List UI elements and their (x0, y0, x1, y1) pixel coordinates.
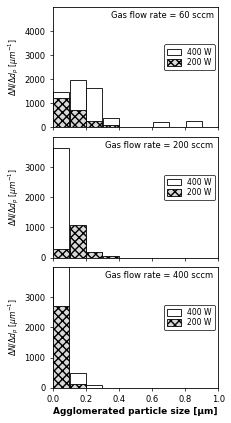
Bar (70, 110, 85, 127)
Legend: 400 W, 200 W: 400 W, 200 W (164, 44, 214, 70)
Legend: 400 W, 200 W: 400 W, 200 W (164, 175, 214, 200)
Bar (70, 80, 85, 127)
Text: Gas flow rate = 400 sccm: Gas flow rate = 400 sccm (105, 271, 213, 280)
Bar (53, 148, 69, 258)
Y-axis label: $\Delta N/\Delta d_p\ [\mu m^{-1}]$: $\Delta N/\Delta d_p\ [\mu m^{-1}]$ (7, 38, 21, 96)
Bar (102, 256, 119, 258)
Bar (53, 261, 69, 387)
Bar (102, 118, 119, 127)
Bar (86, 252, 102, 258)
Bar (70, 238, 85, 258)
Text: Gas flow rate = 200 sccm: Gas flow rate = 200 sccm (105, 141, 213, 150)
Bar (86, 88, 102, 127)
Y-axis label: $\Delta N/\Delta d_p\ [\mu m^{-1}]$: $\Delta N/\Delta d_p\ [\mu m^{-1}]$ (7, 168, 21, 226)
Bar (53, 250, 69, 258)
Bar (70, 384, 85, 387)
Bar (86, 253, 102, 258)
Y-axis label: $\Delta N/\Delta d_p\ [\mu m^{-1}]$: $\Delta N/\Delta d_p\ [\mu m^{-1}]$ (7, 299, 21, 356)
X-axis label: Agglomerated particle size [μm]: Agglomerated particle size [μm] (53, 407, 217, 416)
Bar (152, 122, 168, 127)
Bar (86, 121, 102, 127)
Bar (70, 374, 85, 387)
Bar (53, 99, 69, 127)
Text: Gas flow rate = 60 sccm: Gas flow rate = 60 sccm (110, 11, 213, 19)
Bar (102, 126, 119, 127)
Legend: 400 W, 200 W: 400 W, 200 W (164, 305, 214, 330)
Bar (86, 385, 102, 387)
Bar (53, 93, 69, 127)
Bar (185, 121, 201, 127)
Bar (70, 225, 85, 258)
Bar (53, 306, 69, 387)
